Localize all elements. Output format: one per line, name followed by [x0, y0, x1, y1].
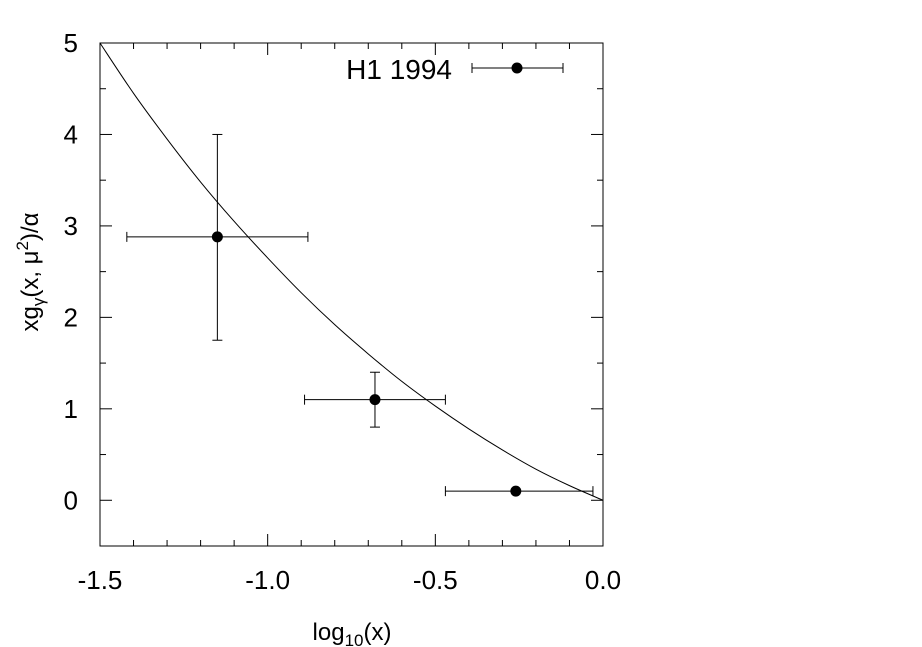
legend: H1 1994 [346, 54, 564, 85]
y-tick-labels: 0 1 2 3 4 5 [64, 28, 78, 515]
fit-curve [99, 42, 604, 501]
minor-ticks [100, 43, 603, 547]
y-tick-label: 2 [64, 302, 78, 332]
y-tick-label: 4 [64, 119, 78, 149]
y-axis-label: xgγ(x, μ2)/α [13, 212, 48, 331]
data-points [211, 231, 522, 497]
data-point [510, 485, 522, 497]
data-point [369, 394, 381, 406]
x-tick-label: -0.5 [413, 565, 458, 595]
error-bars [126, 133, 594, 497]
plot-frame [99, 42, 604, 547]
y-tick-label: 0 [64, 485, 78, 515]
legend-label: H1 1994 [346, 54, 452, 85]
x-tick-label: -1.5 [78, 565, 123, 595]
y-tick-label: 5 [64, 28, 78, 58]
x-tick-label: 0.0 [585, 565, 621, 595]
major-ticks [99, 42, 604, 546]
x-axis-label: log10(x) [313, 619, 392, 647]
y-tick-label: 3 [64, 211, 78, 241]
x-tick-label: -1.0 [245, 565, 290, 595]
legend-marker [511, 62, 523, 74]
data-point [211, 231, 223, 243]
y-tick-label: 1 [64, 394, 78, 424]
x-tick-labels: -1.5 -1.0 -0.5 0.0 [78, 565, 621, 595]
